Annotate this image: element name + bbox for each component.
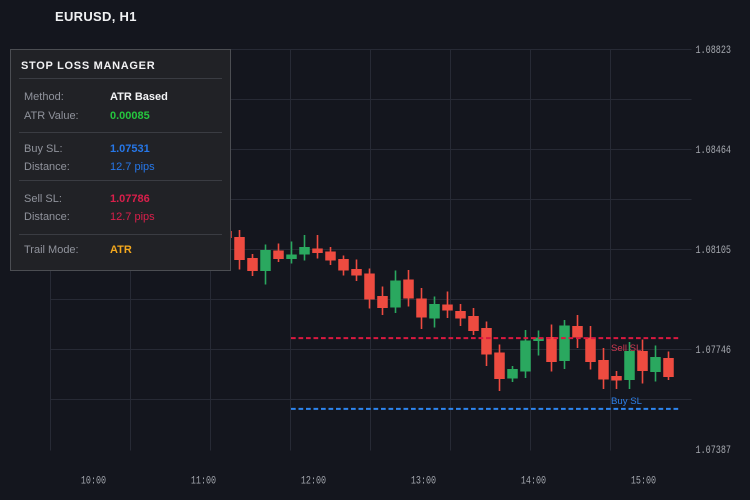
svg-text:1.07746: 1.07746 (696, 345, 732, 357)
svg-text:12:00: 12:00 (301, 475, 326, 487)
svg-text:10:00: 10:00 (81, 475, 106, 487)
svg-text:Sell SL: Sell SL (611, 343, 642, 354)
svg-text:1.07387: 1.07387 (696, 445, 732, 457)
svg-text:14:00: 14:00 (521, 475, 546, 487)
svg-text:15:00: 15:00 (631, 475, 656, 487)
svg-text:13:00: 13:00 (411, 475, 436, 487)
svg-text:1.08464: 1.08464 (696, 145, 732, 157)
svg-text:11:00: 11:00 (191, 475, 216, 487)
svg-text:1.08823: 1.08823 (696, 45, 732, 57)
svg-text:Buy SL: Buy SL (611, 396, 643, 407)
svg-text:1.08105: 1.08105 (696, 245, 732, 257)
